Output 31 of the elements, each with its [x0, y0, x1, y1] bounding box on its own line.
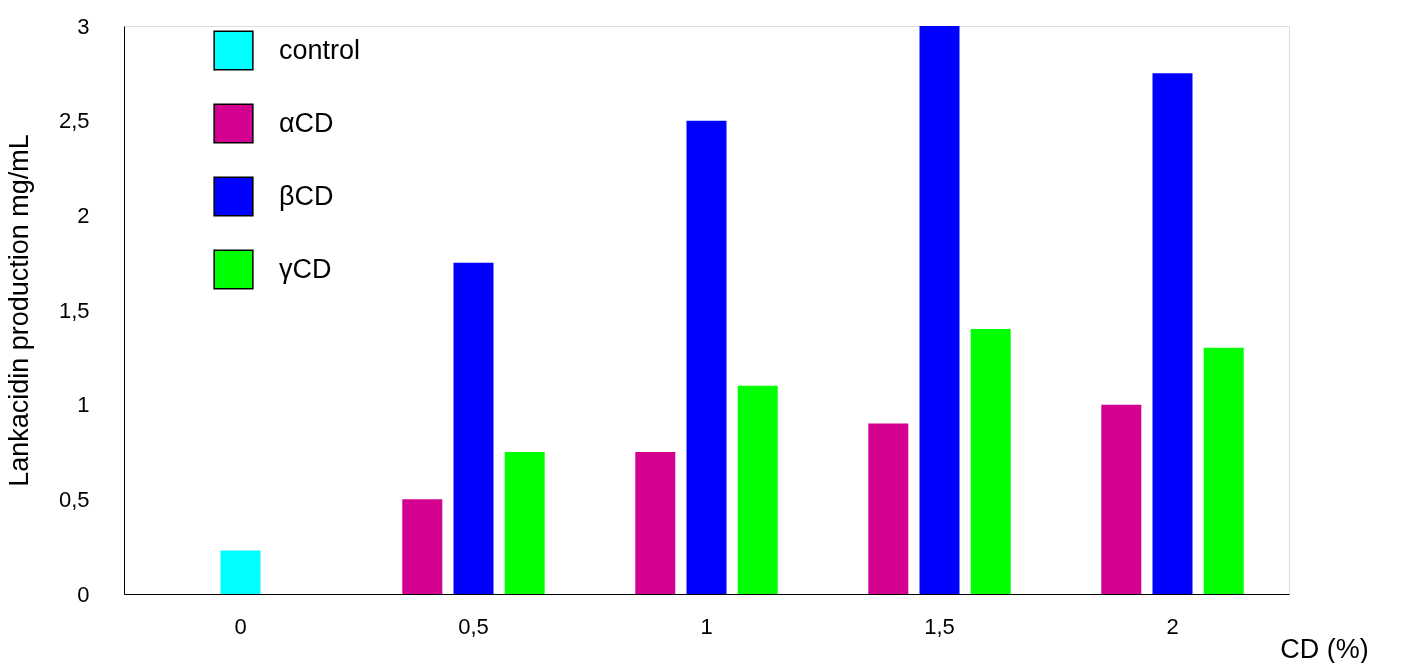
legend-label: control — [279, 34, 361, 65]
x-tick-label: 2 — [1166, 613, 1179, 639]
bar — [220, 550, 261, 594]
y-tick-label: 1,5 — [58, 297, 90, 323]
bar — [453, 262, 494, 594]
bar — [868, 423, 909, 594]
x-axis-title: CD (%) — [1280, 633, 1369, 663]
y-tick-label: 0,5 — [58, 486, 90, 512]
x-tick-label: 0,5 — [458, 613, 489, 639]
x-tick-label: 1 — [700, 613, 713, 639]
bar — [686, 120, 727, 594]
legend-label: βCD — [279, 180, 334, 211]
y-tick-label: 1 — [77, 392, 90, 418]
bar — [737, 385, 778, 594]
y-axis-title: Lankacidin production mg/mL — [3, 134, 34, 487]
bar — [1101, 404, 1142, 594]
bar — [970, 328, 1011, 594]
bar — [504, 452, 545, 594]
bar — [402, 499, 443, 594]
bar — [919, 26, 960, 594]
y-tick-label: 3 — [77, 13, 90, 39]
x-tick-label: 0 — [234, 613, 247, 639]
x-tick-label: 1,5 — [924, 613, 955, 639]
bar — [635, 452, 676, 594]
bar — [1152, 73, 1193, 594]
legend-label: γCD — [279, 253, 332, 284]
bar — [1203, 347, 1244, 594]
y-tick-label: 2 — [77, 202, 90, 228]
y-tick-label: 2,5 — [58, 108, 90, 134]
y-tick-label: 0 — [77, 581, 90, 607]
legend-label: αCD — [279, 107, 334, 138]
